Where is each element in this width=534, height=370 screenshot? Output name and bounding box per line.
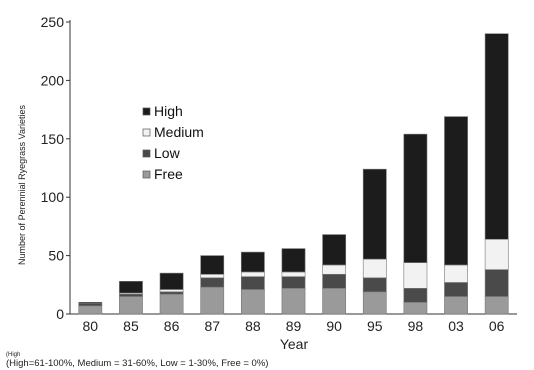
bar-segment-free <box>240 289 265 315</box>
bars: 80 85 86 87 88 89 90 95 98 03 06 <box>78 33 509 334</box>
bar-segment-low <box>444 282 468 297</box>
bar-segment-low <box>403 288 428 303</box>
x-axis-label: Year <box>280 336 309 352</box>
bar-segment-free <box>322 288 347 315</box>
bar-segment-free <box>119 296 143 315</box>
bar-segment-free <box>159 293 184 315</box>
x-tick-label: 85 <box>123 318 139 334</box>
axes: 0 50 100 150 200 250 <box>41 14 517 322</box>
y-tick-label: 200 <box>41 72 65 88</box>
bar-segment-low <box>159 291 184 295</box>
bar-segment-medium <box>240 271 265 277</box>
x-tick-label: 90 <box>326 318 342 334</box>
legend-swatch-high <box>142 107 151 116</box>
bar-segment-high <box>78 302 103 304</box>
bar-segment-free <box>444 296 468 315</box>
x-tick-label: 87 <box>204 318 220 334</box>
legend-swatch-free <box>142 170 151 179</box>
bar-segment-free <box>281 288 306 315</box>
x-tick-label: 98 <box>408 318 424 334</box>
bar-segment-high <box>403 133 428 263</box>
legend-swatch-medium <box>142 128 151 137</box>
bar-segment-low <box>200 277 225 288</box>
bar-segment-high <box>159 272 184 290</box>
bar-segment-high <box>322 234 347 266</box>
legend-swatch-low <box>142 149 151 158</box>
bar-segment-free <box>362 291 387 315</box>
bar-segment-medium <box>281 271 306 277</box>
bar-segment-medium <box>362 258 387 279</box>
y-tick-label: 50 <box>48 248 64 264</box>
bar-segment-high <box>240 251 265 273</box>
y-axis-label: Number of Perennial Ryegrass Varieties <box>17 105 27 265</box>
x-tick-label: 03 <box>448 318 464 334</box>
y-tick-label: 0 <box>56 306 64 322</box>
bar-segment-free <box>403 302 428 315</box>
x-tick-label: 88 <box>245 318 261 334</box>
bar-segment-high <box>119 280 143 294</box>
bar-segment-free <box>78 305 103 315</box>
legend-label-low: Low <box>154 145 181 161</box>
bar-segment-low <box>362 277 387 293</box>
y-tick-label: 150 <box>41 131 65 147</box>
bar-segment-medium <box>444 264 468 283</box>
bar-segment-free <box>200 286 225 315</box>
legend-label-medium: Medium <box>154 124 204 140</box>
legend: High Medium Low Free <box>138 100 216 184</box>
bar-segment-high <box>362 168 387 260</box>
legend-label-high: High <box>154 103 183 119</box>
bar-segment-low <box>484 269 509 297</box>
x-tick-label: 86 <box>164 318 180 334</box>
footnote: (High=61-100%, Medium = 31-60%, Low = 1-… <box>6 358 268 369</box>
bar-segment-low <box>240 276 265 290</box>
bar-segment-high <box>200 255 225 275</box>
bar-segment-medium <box>159 289 184 293</box>
footnote-fragment: (High <box>6 352 20 358</box>
bar-segment-medium <box>484 238 509 270</box>
bar-segment-free <box>484 296 509 315</box>
bar-segment-low <box>78 303 103 307</box>
y-tick-label: 100 <box>41 189 65 205</box>
x-tick-label: 95 <box>367 318 383 334</box>
bar-segment-medium <box>200 273 225 279</box>
x-tick-label: 06 <box>489 318 505 334</box>
bar-segment-low <box>281 276 306 289</box>
y-tick-label: 250 <box>41 14 65 30</box>
bar-segment-high <box>281 248 306 273</box>
bar-segment-high <box>484 33 509 240</box>
legend-box <box>138 100 216 184</box>
bar-segment-medium <box>322 264 347 275</box>
bar-segment-medium <box>403 262 428 289</box>
x-tick-label: 89 <box>286 318 302 334</box>
bar-segment-low <box>119 293 143 297</box>
bar-segment-high <box>444 116 468 266</box>
bar-segment-low <box>322 273 347 289</box>
x-tick-label: 80 <box>83 318 99 334</box>
legend-label-free: Free <box>154 166 183 182</box>
